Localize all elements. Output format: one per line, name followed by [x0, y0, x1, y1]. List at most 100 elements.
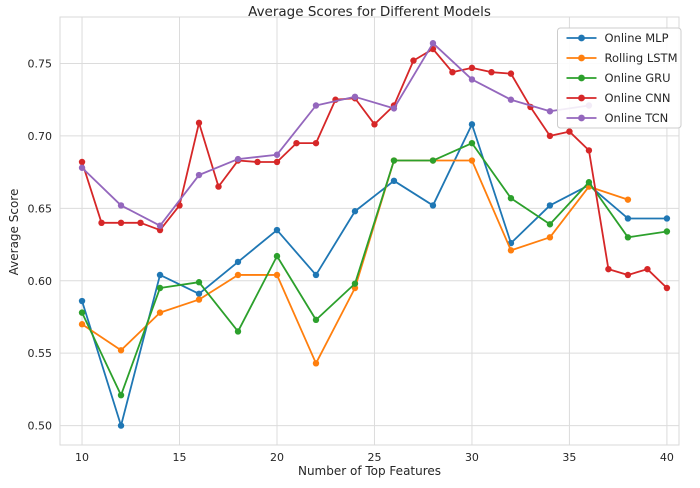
- data-point-online-gru: [156, 284, 164, 292]
- chart-title: Average Scores for Different Models: [248, 4, 491, 20]
- data-point-online-gru: [351, 280, 359, 287]
- data-point-online-mlp: [78, 297, 86, 305]
- data-point-online-gru: [78, 309, 86, 316]
- data-point-rolling-lstm: [468, 157, 476, 164]
- data-point-online-mlp: [156, 271, 164, 279]
- data-point-online-gru: [234, 328, 242, 335]
- data-point-online-mlp: [390, 177, 398, 185]
- data-point-rolling-lstm: [78, 321, 86, 328]
- data-point-online-cnn: [371, 121, 378, 128]
- data-point-online-tcn: [195, 171, 203, 179]
- data-point-online-tcn: [273, 151, 281, 158]
- data-point-online-tcn: [312, 102, 320, 109]
- data-point-online-mlp: [312, 271, 320, 279]
- data-point-online-tcn: [117, 202, 125, 209]
- data-point-online-mlp: [273, 226, 281, 234]
- data-point-online-cnn: [312, 139, 320, 147]
- y-tick-label: 0.50: [28, 420, 53, 433]
- data-point-online-cnn: [507, 70, 515, 77]
- legend-marker-online-cnn: [578, 94, 585, 102]
- data-point-rolling-lstm: [546, 234, 554, 241]
- data-point-online-cnn: [468, 64, 476, 72]
- data-point-online-cnn: [254, 158, 261, 166]
- data-point-rolling-lstm: [195, 296, 203, 303]
- legend-label-rolling-lstm: Rolling LSTM: [605, 51, 678, 65]
- x-tick-label: 20: [270, 451, 284, 464]
- data-point-online-gru: [507, 194, 515, 202]
- x-axis-label: Number of Top Features: [297, 464, 442, 478]
- data-point-online-cnn: [410, 57, 417, 64]
- data-point-online-cnn: [644, 265, 651, 273]
- data-point-online-gru: [312, 316, 320, 324]
- data-point-online-cnn: [488, 68, 495, 76]
- data-point-rolling-lstm: [234, 271, 242, 279]
- data-point-online-gru: [195, 279, 203, 286]
- data-point-online-cnn: [137, 219, 144, 227]
- data-point-online-tcn: [156, 222, 164, 229]
- y-tick-label: 0.75: [28, 57, 53, 70]
- data-point-online-gru: [429, 157, 437, 164]
- legend-marker-rolling-lstm: [578, 54, 585, 62]
- data-point-online-mlp: [234, 258, 242, 266]
- y-axis-label: Average Score: [7, 188, 21, 276]
- data-point-online-mlp: [468, 121, 476, 128]
- y-tick-label: 0.60: [28, 275, 53, 288]
- data-point-rolling-lstm: [117, 347, 125, 354]
- data-point-rolling-lstm: [312, 360, 320, 367]
- legend-marker-online-tcn: [578, 114, 585, 122]
- data-point-online-cnn: [117, 219, 125, 227]
- data-point-rolling-lstm: [273, 271, 281, 279]
- legend-label-online-tcn: Online TCN: [605, 111, 669, 125]
- data-point-online-cnn: [566, 128, 573, 135]
- series-line-online-gru: [81, 142, 668, 397]
- data-point-online-mlp: [624, 215, 632, 222]
- data-point-online-gru: [273, 252, 281, 260]
- legend-marker-online-gru: [578, 74, 585, 82]
- data-point-online-cnn: [215, 183, 222, 190]
- data-point-online-cnn: [663, 284, 671, 292]
- data-point-online-mlp: [351, 208, 359, 215]
- data-point-online-cnn: [78, 158, 86, 166]
- data-point-online-gru: [390, 157, 398, 164]
- data-point-online-gru: [117, 391, 125, 399]
- data-point-online-tcn: [78, 164, 86, 171]
- data-point-online-mlp: [429, 202, 437, 209]
- data-point-online-mlp: [546, 202, 554, 209]
- data-point-online-cnn: [195, 119, 203, 127]
- data-point-online-tcn: [468, 76, 476, 83]
- data-point-online-cnn: [293, 139, 300, 147]
- legend-marker-online-mlp: [578, 34, 585, 42]
- series-line-rolling-lstm: [81, 159, 629, 365]
- x-tick-label: 15: [173, 451, 187, 464]
- data-point-online-tcn: [546, 108, 554, 115]
- data-point-online-cnn: [585, 147, 593, 154]
- legend-label-online-cnn: Online CNN: [605, 91, 671, 105]
- data-point-online-cnn: [98, 219, 105, 227]
- data-point-online-cnn: [624, 271, 632, 279]
- data-point-online-mlp: [663, 215, 671, 222]
- x-tick-label: 35: [562, 451, 576, 464]
- y-tick-label: 0.65: [28, 202, 53, 215]
- y-tick-label: 0.55: [28, 347, 53, 360]
- x-tick-label: 25: [367, 451, 381, 464]
- legend-label-online-gru: Online GRU: [605, 71, 671, 85]
- legend-box: [557, 27, 682, 129]
- data-point-online-cnn: [273, 158, 281, 166]
- data-point-online-mlp: [195, 290, 203, 297]
- series-line-online-tcn: [81, 42, 590, 227]
- data-point-online-tcn: [234, 155, 242, 163]
- data-point-online-cnn: [605, 265, 612, 273]
- data-point-online-gru: [546, 221, 554, 228]
- data-point-online-tcn: [390, 105, 398, 112]
- data-point-online-gru: [624, 234, 632, 241]
- data-point-online-gru: [585, 179, 593, 186]
- data-point-online-cnn: [546, 132, 554, 140]
- data-point-online-tcn: [507, 96, 515, 103]
- data-point-rolling-lstm: [624, 196, 632, 203]
- y-tick-label: 0.70: [28, 130, 53, 143]
- data-point-rolling-lstm: [507, 247, 515, 254]
- data-point-online-gru: [663, 228, 671, 235]
- data-point-online-mlp: [117, 422, 125, 429]
